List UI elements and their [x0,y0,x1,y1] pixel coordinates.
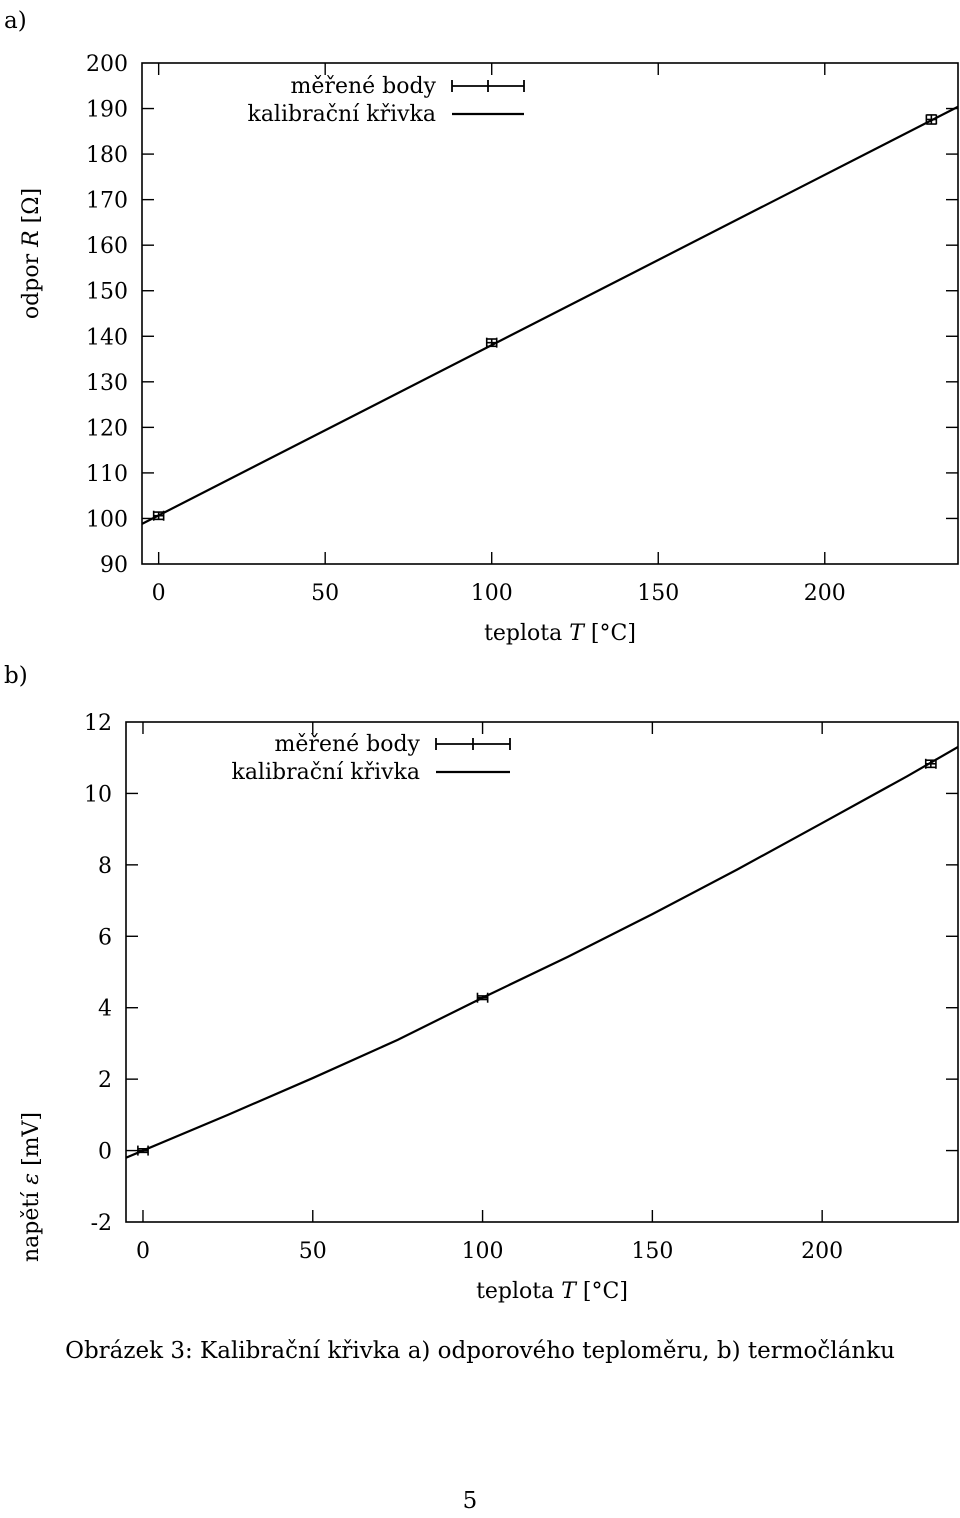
chart-a-plot-frame [141,62,959,565]
chart-b-calibration-line [126,746,958,1159]
chart-b-xtick-label: 50 [299,1239,327,1264]
chart-a-measured-point [925,114,938,125]
chart-b-ytick-label: 8 [98,854,112,879]
chart-a-resistance: a) 90 100 110 120 130 140 150 160 170 180 190 200 0 50… [4,8,959,646]
chart-b-legend: měřené body kalibrační křivka [231,732,511,785]
chart-a-ytick-label: 170 [86,189,128,214]
chart-b-legend-label: měřené body [275,732,421,757]
chart-a-ytick-label: 180 [86,143,128,168]
chart-a-legend-label: měřené body [291,74,437,99]
chart-a-ytick-label: 190 [86,98,128,123]
chart-a-ytick-label: 90 [100,553,128,578]
chart-a-xtick-label: 50 [311,581,339,606]
chart-a-ytick-label: 100 [86,507,128,532]
chart-b-ylabel: napětí ε [mV] [19,1112,44,1262]
chart-b-ytick-label: 4 [98,997,112,1022]
page-number: 5 [462,1488,478,1514]
chart-a-ylabel: odpor R [Ω] [19,188,44,319]
chart-a-legend: měřené body kalibrační křivka [247,74,525,127]
chart-a-ytick-label: 120 [86,416,128,441]
chart-b-plot-frame [125,721,959,1223]
chart-a-ytick-label: 200 [86,52,128,77]
chart-b-legend-label: kalibrační křivka [231,760,420,785]
chart-a-xtick-label: 0 [152,581,166,606]
chart-b-xtick-label: 100 [462,1239,504,1264]
chart-b-ytick-label: 12 [84,711,112,736]
chart-b-xlabel: teplota T [°C] [476,1279,628,1304]
chart-b-voltage: b) -2 0 2 4 6 8 10 12 0 50 100 150 200 teplota T [°C] n… [4,663,959,1304]
chart-b-xtick-label: 0 [136,1239,150,1264]
chart-a-xtick-label: 150 [637,581,679,606]
chart-a-xlabel: teplota T [°C] [484,621,636,646]
chart-a-plot-area [142,105,958,525]
chart-a-ytick-label: 160 [86,234,128,259]
chart-b-ytick-label: 2 [98,1068,112,1093]
chart-b-plot-area [126,746,958,1159]
figure-caption: Obrázek 3: Kalibrační křivka a) odporové… [65,1338,895,1364]
chart-b-xtick-label: 200 [801,1239,843,1264]
chart-b-ytick-label: 6 [98,925,112,950]
chart-b-panel-label: b) [4,663,28,689]
chart-a-calibration-line [142,105,958,525]
chart-a-legend-label: kalibrační křivka [247,102,436,127]
chart-b-ytick-label: 10 [84,782,112,807]
chart-a-ytick-label: 110 [86,462,128,487]
chart-b-ytick-label: 0 [98,1140,112,1165]
chart-a-xtick-label: 100 [471,581,513,606]
chart-a-ytick-label: 150 [86,280,128,305]
chart-a-ytick-label: 140 [86,325,128,350]
chart-a-panel-label: a) [4,8,27,34]
chart-b-ytick-label: -2 [91,1211,112,1236]
chart-a-ytick-label: 130 [86,371,128,396]
chart-b-xtick-label: 150 [631,1239,673,1264]
chart-a-xtick-label: 200 [804,581,846,606]
